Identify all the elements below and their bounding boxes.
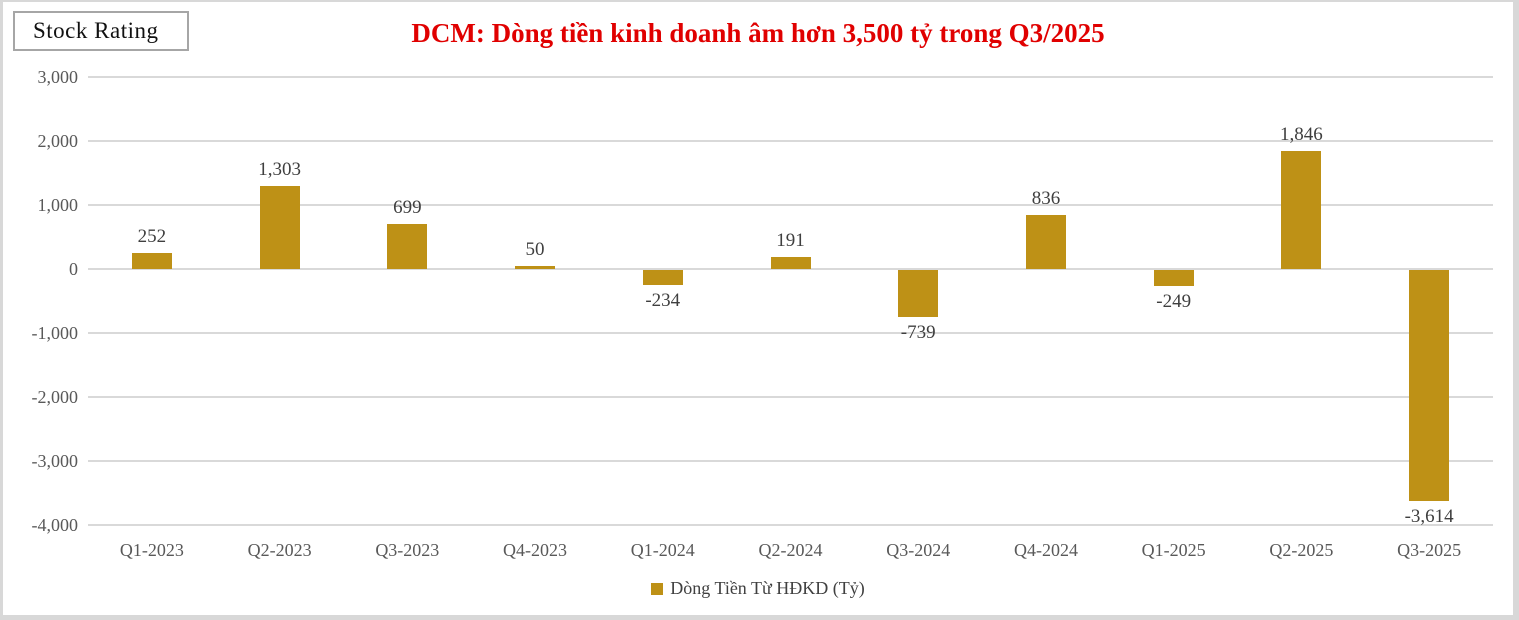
bar [387, 224, 428, 269]
bar [1153, 270, 1194, 286]
y-tick-label: -3,000 [31, 451, 79, 471]
legend: Dòng Tiền Từ HĐKD (Tỷ) [3, 578, 1513, 599]
x-tick-label: Q1-2025 [1141, 540, 1206, 560]
bar [1025, 215, 1066, 269]
y-tick-label: 2,000 [37, 131, 79, 151]
bar-data-label: 50 [525, 238, 545, 260]
x-tick-label: Q1-2024 [630, 540, 695, 560]
gridline [88, 140, 1493, 142]
chart-title: DCM: Dòng tiền kinh doanh âm hơn 3,500 t… [411, 18, 1105, 48]
bar [642, 270, 683, 285]
gridline [88, 524, 1493, 526]
bar [770, 256, 811, 269]
x-tick-label: Q2-2024 [758, 540, 823, 560]
bar-data-label: -249 [1156, 290, 1192, 312]
bar-data-label: -234 [645, 289, 681, 311]
stock-rating-label: Stock Rating [33, 18, 159, 43]
x-tick-label: Q4-2024 [1013, 540, 1078, 560]
y-axis-labels: 3,000 2,000 1,000 0 -1,000 -2,000 -3,000 -4,000 [3, 67, 79, 535]
bar-data-label: -3,614 [1404, 506, 1454, 528]
stock-rating-badge: Stock Rating [13, 11, 189, 51]
x-tick-label: Q2-2025 [1269, 540, 1334, 560]
gridline [88, 76, 1493, 78]
gridline [88, 332, 1493, 334]
bar [1409, 270, 1450, 502]
gridline [88, 460, 1493, 462]
y-tick-label: 3,000 [37, 67, 79, 87]
bar-data-label: 191 [776, 229, 805, 251]
plot-area: 252 1,303 699 50 -234 191 -739 836 -249 1,846 -3,6… [88, 76, 1493, 527]
x-axis-labels: Q1-2023 Q2-2023 Q3-2023 Q4-2023 Q1-2024 Q2-20… [88, 538, 1493, 564]
gridline [88, 268, 1493, 270]
y-tick-label: -1,000 [31, 323, 79, 343]
legend-label: Dòng Tiền Từ HĐKD (Tỷ) [670, 578, 865, 598]
bar [515, 265, 556, 269]
bar-data-label: 252 [137, 225, 167, 247]
gridline [88, 396, 1493, 398]
bar-data-label: 1,303 [258, 158, 301, 180]
bar-data-label: 1,846 [1280, 123, 1323, 145]
y-tick-label: 0 [69, 259, 78, 279]
x-tick-label: Q2-2023 [247, 540, 312, 560]
legend-marker-icon [651, 582, 664, 595]
bar-data-label: 699 [393, 197, 422, 219]
bar-data-label: 836 [1031, 188, 1061, 210]
bar [898, 270, 939, 318]
bar-data-label: -739 [900, 322, 936, 344]
x-tick-label: Q4-2023 [503, 540, 568, 560]
x-tick-label: Q3-2025 [1397, 540, 1462, 560]
gridline [88, 204, 1493, 206]
y-tick-label: -4,000 [31, 515, 79, 535]
x-tick-label: Q1-2023 [119, 540, 184, 560]
x-tick-label: Q3-2024 [886, 540, 951, 560]
bar [1281, 150, 1322, 269]
bar [131, 252, 172, 269]
y-tick-label: 1,000 [37, 195, 79, 215]
y-tick-label: -2,000 [31, 387, 79, 407]
x-tick-label: Q3-2023 [375, 540, 440, 560]
bar [259, 185, 300, 269]
